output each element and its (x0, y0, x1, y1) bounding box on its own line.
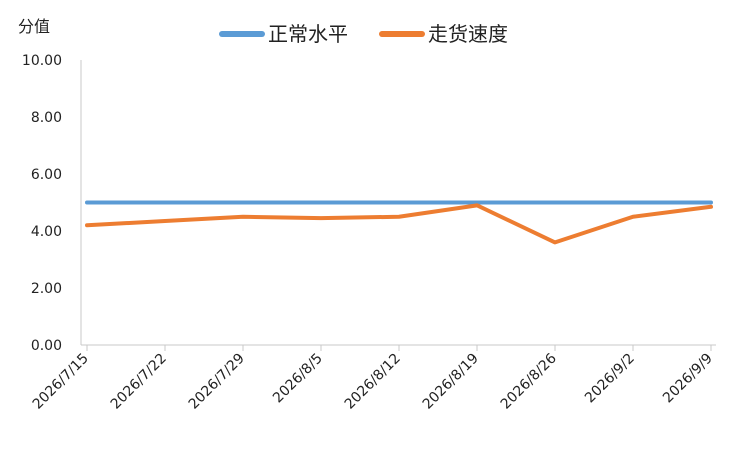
x-tick-label: 2026/7/15 (30, 351, 92, 413)
x-tick-label: 2026/7/22 (108, 351, 170, 413)
x-tick-label: 2026/8/5 (270, 351, 326, 407)
legend: 正常水平 走货速度 (219, 22, 508, 46)
x-tick-label: 2026/8/12 (342, 351, 404, 413)
y-tick-label: 4.00 (31, 224, 62, 240)
x-axis-ticks: 2026/7/15 2026/7/22 2026/7/29 2026/8/5 2026/… (30, 345, 716, 413)
series-lines (85, 200, 713, 245)
y-tick-label: 8.00 (31, 110, 62, 126)
x-tick-label: 2026/8/26 (498, 350, 560, 412)
y-tick-label: 2.00 (31, 281, 62, 297)
legend-label-speed: 走货速度 (428, 22, 508, 46)
x-tick-label: 2026/7/29 (186, 351, 248, 413)
y-axis-ticks: 0.00 2.00 4.00 6.00 8.00 10.00 (22, 53, 62, 354)
series-line-speed (85, 203, 713, 245)
y-tick-label: 0.00 (31, 338, 62, 354)
legend-label-normal: 正常水平 (268, 22, 348, 46)
y-axis-title: 分值 (18, 17, 50, 36)
y-tick-label: 6.00 (31, 167, 62, 183)
x-tick-label: 2026/9/9 (660, 351, 716, 407)
y-tick-label: 10.00 (22, 53, 62, 69)
x-tick-label: 2026/8/19 (420, 351, 482, 413)
x-tick-label: 2026/9/2 (582, 351, 638, 407)
